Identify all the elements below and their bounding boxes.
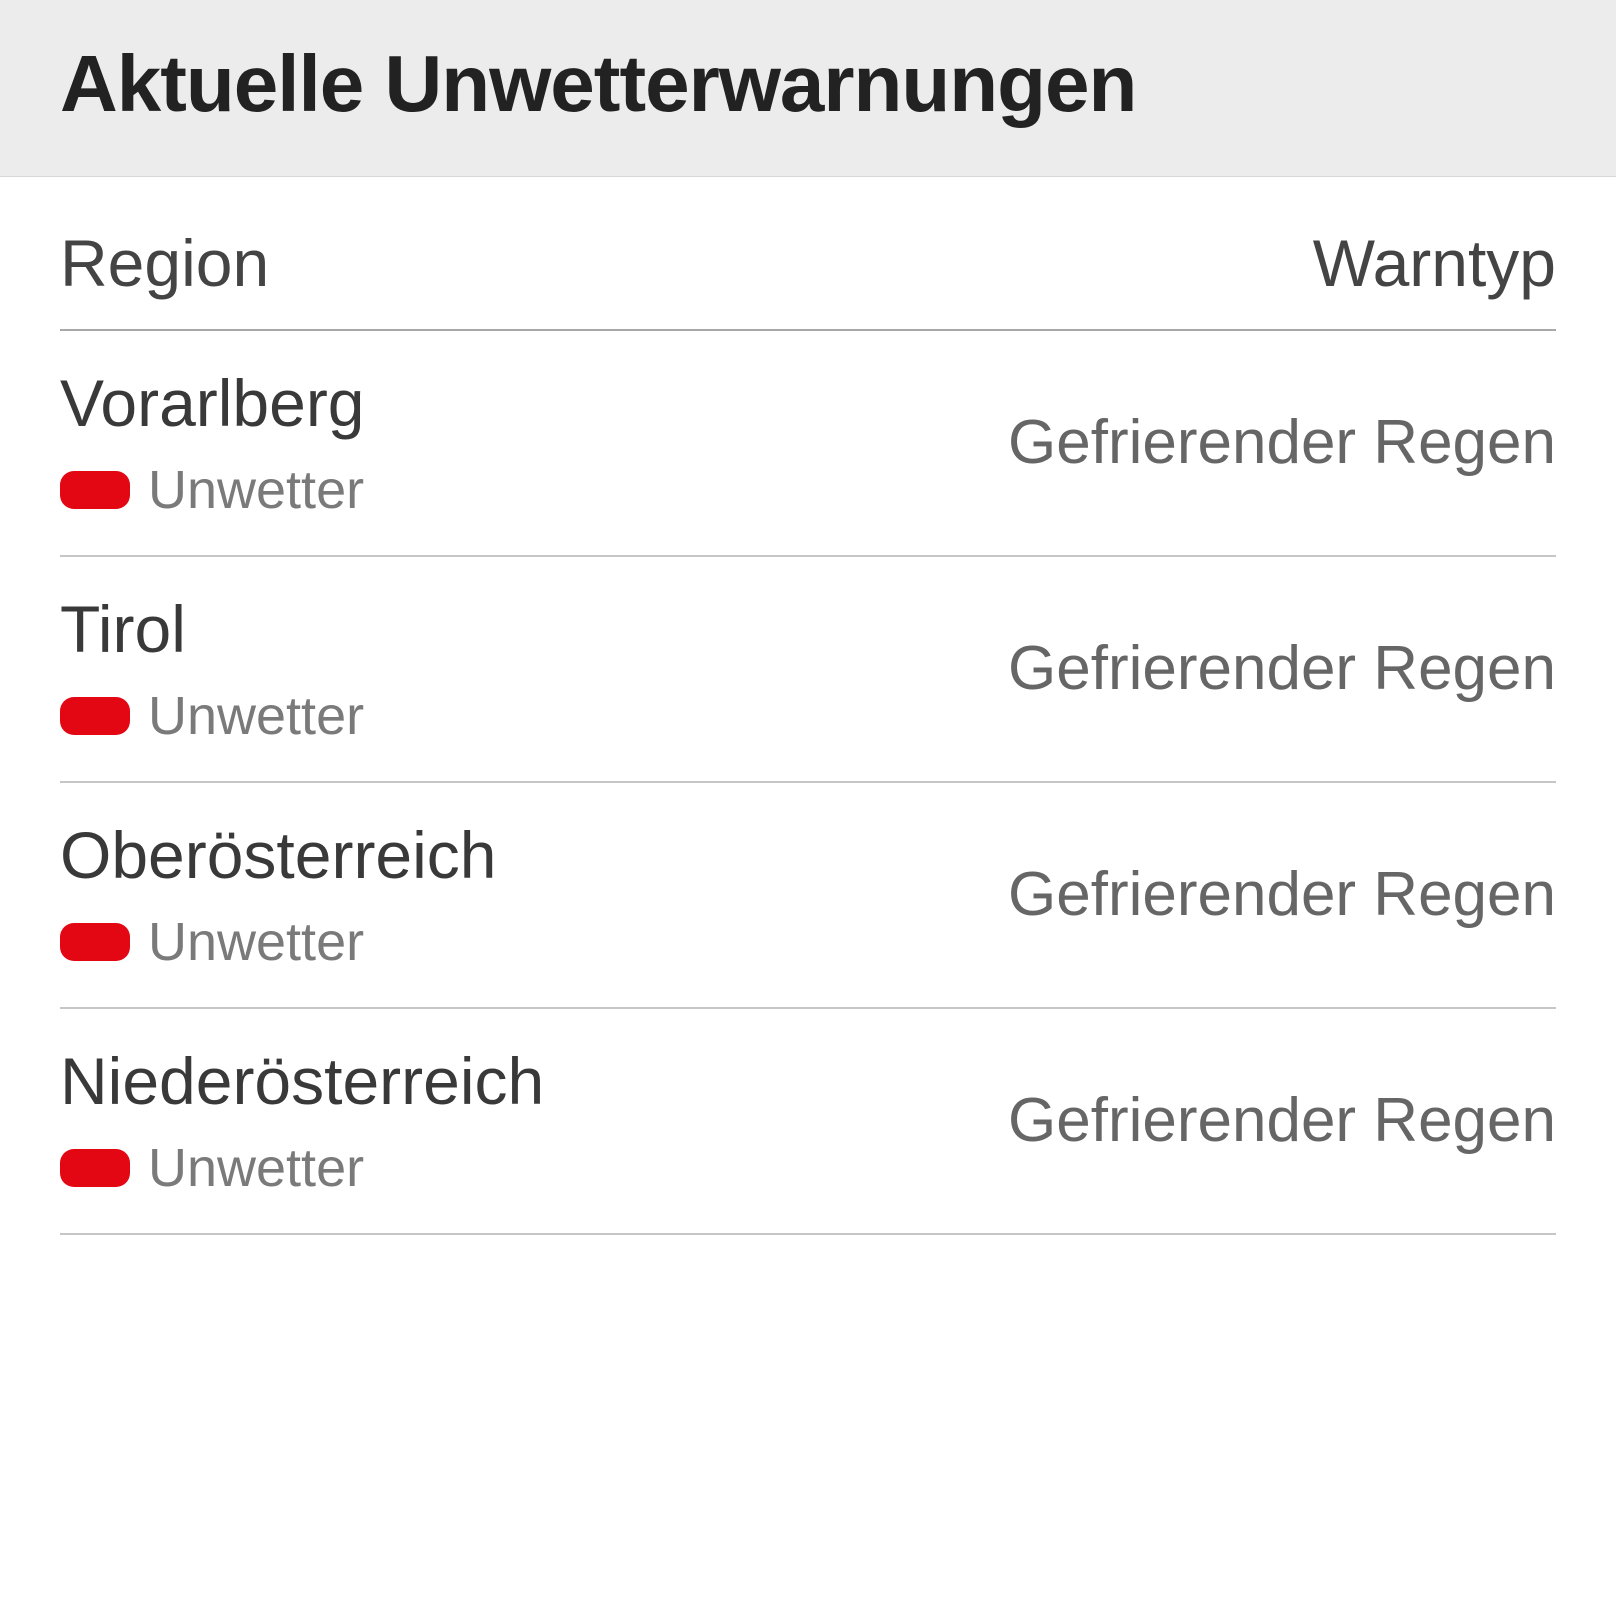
severity-badge-icon [60, 471, 130, 509]
page-title: Aktuelle Unwetterwarnungen [60, 38, 1556, 130]
severity-label: Unwetter [148, 685, 364, 747]
warntyp-value: Gefrierender Regen [1008, 1082, 1556, 1160]
warntyp-value: Gefrierender Regen [1008, 404, 1556, 482]
severity-label: Unwetter [148, 459, 364, 521]
region-name: Vorarlberg [60, 365, 365, 441]
panel-header: Aktuelle Unwetterwarnungen [0, 0, 1616, 177]
col-warntyp: Warntyp [1313, 225, 1556, 301]
warntyp-value: Gefrierender Regen [1008, 856, 1556, 934]
region-name: Tirol [60, 591, 364, 667]
warntyp-value: Gefrierender Regen [1008, 630, 1556, 708]
warnings-table: Region Warntyp Vorarlberg Unwetter Gefri… [0, 177, 1616, 1235]
severity-badge-icon [60, 697, 130, 735]
col-region: Region [60, 225, 269, 301]
region-name: Niederösterreich [60, 1043, 544, 1119]
table-header-row: Region Warntyp [60, 177, 1556, 331]
region-name: Oberösterreich [60, 817, 497, 893]
severity-badge-icon [60, 1149, 130, 1187]
table-row[interactable]: Oberösterreich Unwetter Gefrierender Reg… [60, 783, 1556, 1009]
table-row[interactable]: Vorarlberg Unwetter Gefrierender Regen [60, 331, 1556, 557]
table-row[interactable]: Niederösterreich Unwetter Gefrierender R… [60, 1009, 1556, 1235]
table-row[interactable]: Tirol Unwetter Gefrierender Regen [60, 557, 1556, 783]
severity-label: Unwetter [148, 911, 364, 973]
severity-badge-icon [60, 923, 130, 961]
severity-label: Unwetter [148, 1137, 364, 1199]
